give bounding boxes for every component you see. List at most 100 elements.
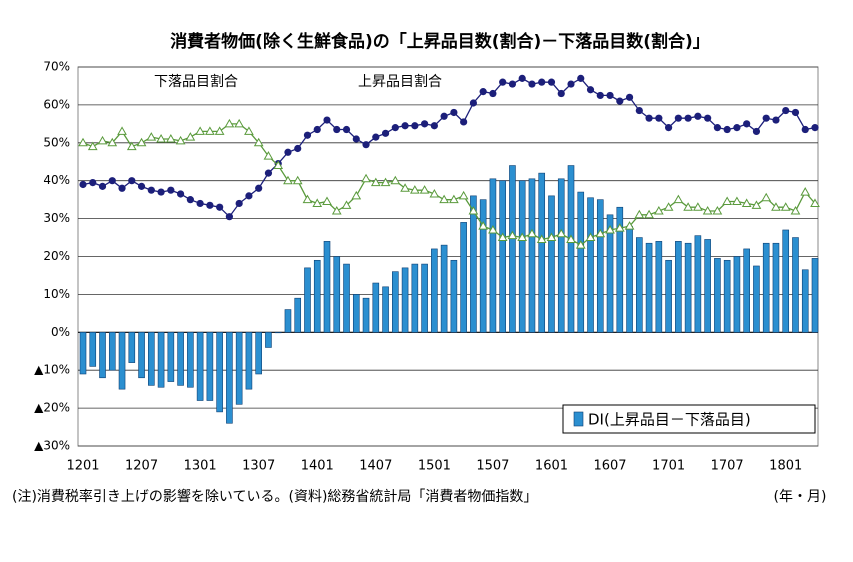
marker [196, 199, 204, 208]
marker [390, 175, 401, 185]
marker [87, 141, 98, 151]
marker [351, 190, 362, 200]
y-tick-label: 30% [43, 211, 70, 225]
bar [772, 242, 780, 333]
bar [636, 237, 643, 333]
marker [167, 186, 175, 194]
bar [343, 263, 350, 333]
x-tick-label: 1701 [652, 459, 685, 474]
marker [322, 196, 332, 206]
bar [79, 331, 87, 375]
marker [401, 122, 409, 130]
bar [665, 259, 672, 333]
marker [107, 137, 118, 147]
bar [167, 331, 175, 382]
marker [292, 175, 303, 185]
marker [411, 122, 419, 130]
bar [401, 267, 409, 333]
marker [458, 190, 469, 200]
marker [528, 80, 536, 88]
marker [421, 120, 429, 128]
marker [352, 135, 360, 143]
marker [195, 126, 205, 135]
bar [684, 242, 692, 333]
legend-label: DI(上昇品目－下落品目) [588, 411, 751, 429]
bar [655, 241, 663, 333]
bar [372, 282, 380, 333]
marker [566, 234, 576, 243]
bar [274, 331, 282, 334]
marker [469, 99, 477, 107]
bar [206, 331, 214, 401]
y-tick-label: 20% [43, 249, 70, 263]
bar [99, 331, 106, 379]
marker [303, 131, 312, 139]
marker [614, 223, 625, 232]
marker [557, 89, 565, 98]
bar [714, 258, 721, 333]
y-tick-label: ▲20% [34, 401, 70, 415]
bar [616, 206, 624, 333]
marker [712, 206, 723, 215]
marker [98, 182, 107, 190]
bar [801, 269, 809, 333]
marker [362, 141, 370, 149]
bar [538, 172, 546, 333]
marker [693, 202, 703, 211]
bar [596, 199, 604, 333]
marker [157, 188, 165, 196]
marker [273, 160, 284, 170]
marker [733, 124, 741, 132]
marker [634, 209, 645, 219]
bar [108, 331, 116, 371]
marker [313, 125, 321, 134]
bar [226, 331, 233, 424]
marker [460, 118, 468, 126]
marker [546, 232, 557, 242]
marker [655, 114, 663, 122]
marker [323, 116, 331, 124]
bar [196, 331, 204, 401]
marker [527, 228, 537, 238]
marker [625, 93, 634, 101]
marker [380, 177, 391, 187]
legend: DI(上昇品目－下落品目) [562, 404, 816, 434]
marker [419, 185, 430, 194]
marker [635, 106, 643, 115]
x-tick-label: 1507 [476, 459, 509, 474]
marker [801, 125, 809, 134]
bar [753, 265, 760, 333]
marker [283, 175, 293, 185]
marker [165, 134, 176, 143]
x-tick-label: 1401 [301, 459, 334, 474]
bar [304, 267, 311, 333]
x-tick-label: 1307 [242, 459, 275, 474]
marker [674, 114, 682, 122]
legend-box [562, 404, 816, 434]
marker [585, 232, 596, 242]
marker [147, 186, 155, 194]
marker [645, 114, 653, 122]
bar [245, 331, 253, 390]
bar [470, 195, 477, 333]
marker [790, 206, 801, 215]
bar [675, 241, 682, 333]
marker [333, 125, 341, 134]
marker [567, 80, 575, 88]
bar [382, 286, 389, 333]
bar [528, 178, 536, 333]
bar [89, 331, 97, 367]
marker [810, 198, 820, 207]
marker [556, 228, 567, 238]
x-tick-label: 1801 [769, 459, 802, 474]
marker [429, 188, 440, 198]
marker [430, 122, 438, 130]
marker [361, 173, 371, 183]
x-tick-label: 1207 [125, 459, 158, 474]
marker [440, 112, 448, 120]
legend-swatch [573, 411, 584, 427]
marker [185, 132, 196, 141]
marker [342, 125, 351, 134]
marker [743, 120, 751, 128]
bar [118, 331, 126, 390]
